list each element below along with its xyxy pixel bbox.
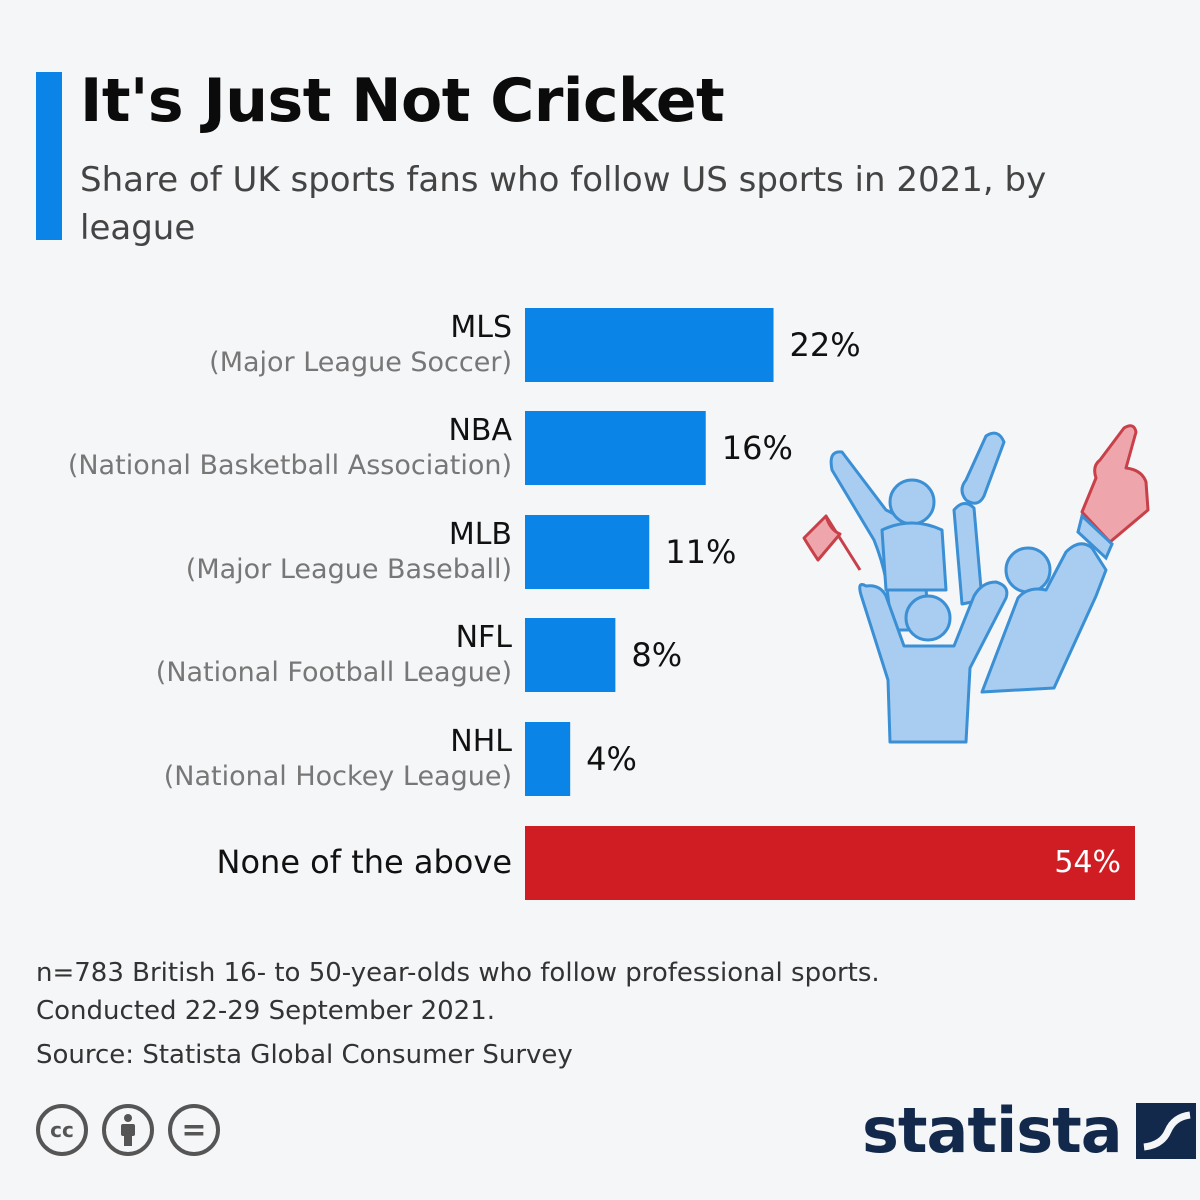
value-label-2: 11%	[665, 533, 736, 571]
page-subtitle: Share of UK sports fans who follow US sp…	[80, 160, 1047, 248]
survey-note-line-1: n=783 British 16- to 50-year-olds who fo…	[36, 958, 880, 988]
category-description-2: (Major League Baseball)	[186, 554, 512, 585]
license-icons: cc =	[36, 1104, 220, 1156]
value-label-0: 22%	[790, 326, 861, 364]
survey-note-line-2: Conducted 22-29 September 2021.	[36, 996, 495, 1026]
cc-icon[interactable]: cc	[36, 1104, 88, 1156]
title-accent-bar	[36, 72, 62, 240]
cheering-fans-icon	[802, 424, 1150, 744]
attribution-icon[interactable]	[102, 1104, 154, 1156]
chart-footer: n=783 British 16- to 50-year-olds who fo…	[36, 954, 880, 1074]
category-description-3: (National Football League)	[156, 657, 512, 688]
category-description-4: (National Hockey League)	[164, 761, 512, 792]
logo-text: statista	[862, 1094, 1123, 1167]
value-label-4: 4%	[586, 740, 637, 778]
bar-1	[525, 411, 706, 485]
category-label-4: NHL	[450, 724, 512, 759]
category-description-0: (Major League Soccer)	[209, 347, 512, 378]
value-label-1: 16%	[722, 429, 793, 467]
bar-2	[525, 515, 650, 589]
bar-0	[525, 308, 774, 382]
category-label-2: MLB	[449, 517, 512, 552]
bar-4	[525, 722, 571, 796]
logo-mark-icon	[1135, 1103, 1196, 1159]
value-label-5: 54%	[1054, 845, 1121, 880]
source-note: Source: Statista Global Consumer Survey	[36, 1040, 573, 1070]
statista-logo[interactable]: statista	[862, 1096, 1196, 1166]
category-description-1: (National Basketball Association)	[68, 450, 512, 481]
category-label-0: MLS	[450, 310, 512, 345]
bar-chart: MLS(Major League Soccer) 22%NBA(National …	[68, 308, 1135, 900]
category-label-1: NBA	[448, 413, 512, 448]
no-derivatives-icon[interactable]: =	[168, 1104, 220, 1156]
bar-3	[525, 618, 616, 692]
category-label-3: NFL	[456, 620, 513, 655]
category-label-5: None of the above	[217, 843, 512, 881]
value-label-3: 8%	[631, 636, 682, 674]
bar-5	[525, 826, 1135, 900]
page-title: It's Just Not Cricket	[80, 66, 725, 136]
